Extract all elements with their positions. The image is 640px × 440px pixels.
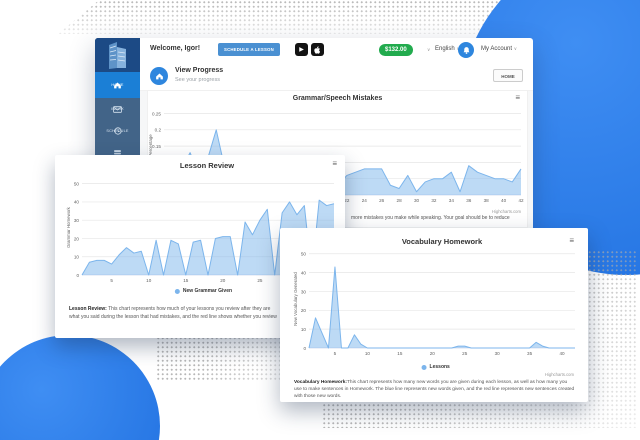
legend-label: New Grammar Given [182, 288, 233, 294]
notifications-button[interactable] [458, 42, 474, 58]
svg-text:20: 20 [301, 308, 307, 313]
svg-text:40: 40 [501, 198, 507, 203]
svg-text:0.25: 0.25 [152, 111, 161, 116]
svg-text:30: 30 [414, 198, 420, 203]
svg-text:42: 42 [518, 198, 524, 203]
svg-text:10: 10 [146, 278, 152, 283]
legend-marker [421, 364, 427, 370]
decor-circle-bottom-left [0, 335, 160, 440]
svg-text:25: 25 [257, 278, 263, 283]
svg-text:30: 30 [495, 351, 501, 356]
highcharts-credit[interactable]: Highcharts.com [544, 372, 574, 377]
chart-description-fragment: more mistakes you make while speaking. Y… [351, 215, 510, 221]
view-progress-icon [150, 67, 168, 85]
legend-marker [174, 288, 180, 294]
svg-text:Grammar Homework: Grammar Homework [66, 206, 71, 248]
play-icon: ▶ [299, 47, 304, 53]
svg-text:30: 30 [301, 289, 307, 294]
balance-badge[interactable]: $132.00 [379, 44, 413, 56]
legend-label: Lessons [429, 364, 450, 370]
svg-text:40: 40 [559, 351, 565, 356]
svg-text:40: 40 [301, 270, 307, 275]
svg-text:10: 10 [365, 351, 371, 356]
welcome-text: Welcome, Igor! [150, 45, 201, 52]
chart-title: Grammar/Speech Mistakes [292, 95, 383, 102]
account-label: My Account [481, 46, 513, 52]
svg-text:5: 5 [334, 351, 337, 356]
svg-text:0.2: 0.2 [155, 128, 162, 133]
svg-text:24: 24 [362, 198, 368, 203]
language-label: English [435, 46, 455, 52]
svg-text:0.15: 0.15 [152, 144, 161, 149]
svg-text:32: 32 [431, 198, 437, 203]
description-bold: Vocabulary Homework: [294, 380, 347, 385]
svg-text:20: 20 [220, 278, 226, 283]
svg-text:35: 35 [527, 351, 533, 356]
svg-text:50: 50 [301, 252, 307, 257]
highcharts-credit[interactable]: Highcharts.com [491, 209, 521, 214]
balance-chevron-icon[interactable]: ∨ [427, 47, 431, 52]
chart-legend[interactable]: Lessons [421, 364, 450, 370]
chart-menu-icon[interactable]: ≡ [515, 93, 520, 102]
card-description-line2: what you said during the lesson that had… [69, 314, 277, 320]
schedule-lesson-button[interactable]: SCHEDULE A LESSON [218, 43, 280, 56]
home-icon [155, 73, 163, 80]
google-play-badge[interactable]: ▶ [295, 43, 308, 56]
svg-text:Error Percentage: Error Percentage [148, 134, 153, 168]
chart-menu-icon[interactable]: ≡ [332, 159, 337, 168]
svg-text:10: 10 [74, 255, 80, 260]
building-logo-icon [95, 38, 140, 72]
svg-text:20: 20 [430, 351, 436, 356]
card-description-line1: Lesson Review: This chart represents how… [69, 305, 341, 313]
app-store-badge[interactable] [311, 43, 324, 56]
halftone-texture-top [58, 0, 516, 34]
svg-text:25: 25 [462, 351, 468, 356]
apple-icon [314, 45, 321, 54]
card-title: Vocabulary Homework [401, 237, 483, 246]
chart-legend[interactable]: New Grammar Given [174, 288, 233, 294]
account-menu[interactable]: My Account ∨ [481, 46, 517, 52]
card-title: Lesson Review [179, 161, 235, 170]
svg-text:22: 22 [344, 198, 350, 203]
svg-text:15: 15 [397, 351, 403, 356]
svg-text:New Vocabulary Generated: New Vocabulary Generated [293, 272, 298, 326]
clock-icon [113, 127, 122, 135]
svg-text:0: 0 [303, 346, 306, 351]
page-subtitle: See your progress [175, 77, 220, 83]
svg-text:26: 26 [379, 198, 385, 203]
sidebar-item-home[interactable]: HOME [95, 72, 140, 98]
home-button[interactable]: HOME [493, 69, 523, 82]
svg-text:30: 30 [74, 218, 80, 223]
bell-icon [463, 46, 469, 54]
svg-text:28: 28 [397, 198, 403, 203]
svg-text:20: 20 [74, 236, 80, 241]
svg-text:15: 15 [183, 278, 189, 283]
chevron-down-icon: ∨ [513, 46, 517, 51]
chart-menu-icon[interactable]: ≡ [569, 236, 574, 245]
app-logo[interactable] [95, 38, 140, 72]
svg-text:0: 0 [76, 273, 79, 278]
sidebar-item-inbox[interactable]: INBOX [95, 98, 140, 120]
svg-text:5: 5 [110, 278, 113, 283]
vocabulary-homework-card: Vocabulary Homework ≡ 0 10 20 30 40 50 5 10 15 20… [280, 228, 588, 402]
svg-text:38: 38 [484, 198, 490, 203]
card-description: Vocabulary Homework:This chart represent… [294, 379, 576, 400]
page-title: View Progress [175, 67, 224, 74]
home-icon [114, 82, 121, 89]
inbox-icon [113, 105, 122, 113]
svg-text:34: 34 [449, 198, 455, 203]
svg-text:36: 36 [466, 198, 472, 203]
svg-text:50: 50 [74, 181, 80, 186]
description-bold: Lesson Review: [69, 306, 107, 312]
description-text: This chart represents how many new words… [294, 380, 575, 399]
description-text: This chart represents how much of your l… [106, 306, 271, 312]
svg-text:40: 40 [74, 200, 80, 205]
language-selector[interactable]: English ∨ [435, 46, 460, 52]
svg-text:10: 10 [301, 327, 307, 332]
sidebar-item-schedule[interactable]: SCHEDULE [95, 120, 140, 142]
